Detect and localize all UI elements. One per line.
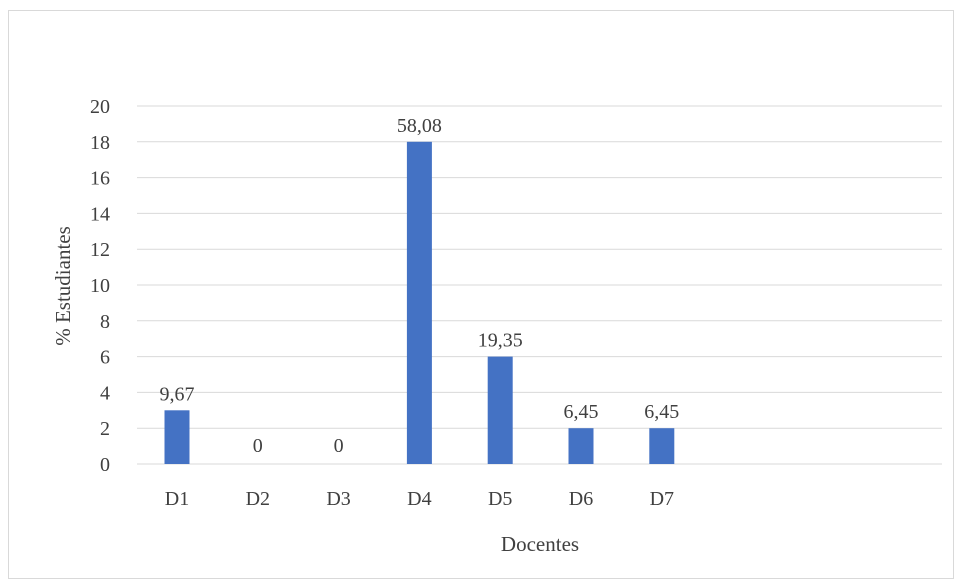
y-tick-label: 4	[100, 382, 110, 404]
bars	[164, 141, 675, 465]
x-tick-label: D3	[326, 488, 350, 510]
y-tick-label: 12	[90, 239, 110, 261]
data-label-d6: 6,45	[564, 401, 599, 423]
y-tick-label: 18	[90, 132, 110, 154]
bar-d4	[406, 141, 432, 465]
x-tick-label: D2	[246, 488, 270, 510]
x-axis-ticks: D1 D2 D3 D4 D5 D6 D7	[165, 488, 674, 510]
gridlines	[137, 105, 942, 465]
data-label-d7: 6,45	[644, 401, 679, 423]
bar-d5	[487, 356, 513, 464]
data-label-d1: 9,67	[160, 383, 195, 405]
chart-frame	[8, 10, 954, 579]
data-label-d3: 0	[334, 435, 344, 457]
bar-d7	[649, 428, 675, 464]
y-tick-label: 6	[100, 347, 110, 369]
data-label-d5: 19,35	[478, 330, 523, 352]
data-label-d2: 0	[253, 435, 263, 457]
bar-d6	[568, 428, 594, 464]
y-tick-label: 16	[90, 168, 110, 190]
y-tick-label: 0	[100, 454, 110, 476]
y-tick-label: 20	[90, 96, 110, 118]
y-tick-label: 2	[100, 418, 110, 440]
data-labels: 9,67 0 0 58,08 19,35 6,45 6,45	[160, 115, 680, 457]
y-tick-label: 14	[90, 203, 110, 225]
y-axis-title: % Estudiantes	[51, 226, 75, 346]
data-label-d4: 58,08	[397, 115, 442, 137]
y-axis-ticks: 0 2 4 6 8 10 12 14 16 18 20	[90, 96, 110, 476]
y-tick-label: 8	[100, 311, 110, 333]
y-tick-label: 10	[90, 275, 110, 297]
x-tick-label: D7	[650, 488, 674, 510]
x-tick-label: D1	[165, 488, 189, 510]
x-tick-label: D6	[569, 488, 593, 510]
x-tick-label: D5	[488, 488, 512, 510]
x-axis-title: Docentes	[501, 532, 579, 556]
x-tick-label: D4	[407, 488, 431, 510]
bar-d1	[164, 410, 190, 464]
